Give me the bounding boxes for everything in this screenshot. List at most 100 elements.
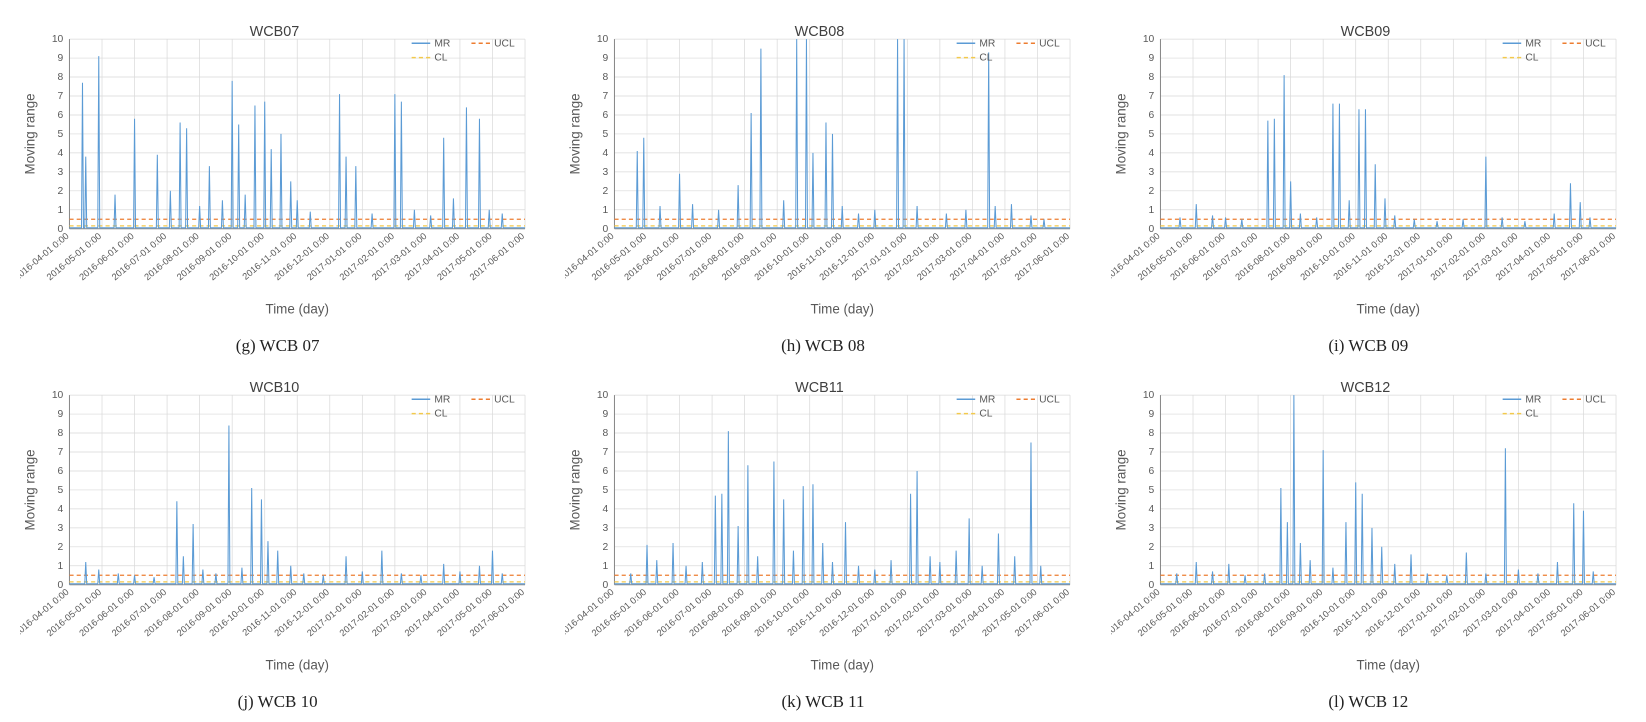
- svg-text:1: 1: [1148, 561, 1154, 572]
- chart-title: WCB07: [250, 24, 300, 40]
- svg-text:2016-12-01 0:00: 2016-12-01 0:00: [818, 587, 877, 638]
- svg-text:2016-09-01 0:00: 2016-09-01 0:00: [175, 231, 234, 282]
- svg-text:2016-05-01 0:00: 2016-05-01 0:00: [1135, 587, 1194, 638]
- y-axis-label: Moving range: [22, 449, 37, 530]
- svg-text:2016-09-01 0:00: 2016-09-01 0:00: [1266, 231, 1325, 282]
- svg-text:2017-03-01 0:00: 2017-03-01 0:00: [1461, 231, 1520, 282]
- svg-text:6: 6: [1148, 110, 1154, 121]
- svg-text:2017-05-01 0:00: 2017-05-01 0:00: [1526, 587, 1585, 638]
- panel-wcb11: 0123456789102016-04-01 0:002016-05-01 0:…: [565, 366, 1080, 712]
- svg-text:2016-09-01 0:00: 2016-09-01 0:00: [720, 231, 779, 282]
- svg-text:2017-02-01 0:00: 2017-02-01 0:00: [338, 587, 397, 638]
- svg-text:2016-12-01 0:00: 2016-12-01 0:00: [273, 231, 332, 282]
- svg-text:3: 3: [603, 523, 609, 534]
- chart-title: WCB10: [250, 380, 300, 396]
- svg-text:2016-06-01 0:00: 2016-06-01 0:00: [623, 587, 682, 638]
- svg-text:2016-06-01 0:00: 2016-06-01 0:00: [1168, 231, 1227, 282]
- svg-text:2017-03-01 0:00: 2017-03-01 0:00: [370, 587, 429, 638]
- svg-text:2017-01-01 0:00: 2017-01-01 0:00: [305, 587, 364, 638]
- svg-text:2017-04-01 0:00: 2017-04-01 0:00: [948, 231, 1007, 282]
- legend-label-cl: CL: [1525, 53, 1538, 64]
- chart-container: 0123456789102016-04-01 0:002016-05-01 0:…: [565, 366, 1080, 686]
- svg-text:2: 2: [1148, 542, 1154, 553]
- svg-text:9: 9: [58, 53, 64, 64]
- svg-text:2017-05-01 0:00: 2017-05-01 0:00: [1526, 231, 1585, 282]
- svg-text:2016-09-01 0:00: 2016-09-01 0:00: [1266, 587, 1325, 638]
- legend-label-cl: CL: [980, 53, 993, 64]
- svg-text:5: 5: [1148, 485, 1154, 496]
- svg-text:7: 7: [1148, 447, 1154, 458]
- svg-text:4: 4: [58, 504, 64, 515]
- svg-text:1: 1: [58, 561, 64, 572]
- svg-text:2017-03-01 0:00: 2017-03-01 0:00: [915, 587, 974, 638]
- svg-text:2016-08-01 0:00: 2016-08-01 0:00: [142, 587, 201, 638]
- svg-text:2016-06-01 0:00: 2016-06-01 0:00: [623, 231, 682, 282]
- svg-text:2017-01-01 0:00: 2017-01-01 0:00: [305, 231, 364, 282]
- svg-text:3: 3: [58, 167, 64, 178]
- svg-text:6: 6: [1148, 466, 1154, 477]
- svg-text:2016-07-01 0:00: 2016-07-01 0:00: [655, 231, 714, 282]
- svg-text:10: 10: [52, 390, 64, 401]
- svg-text:2016-12-01 0:00: 2016-12-01 0:00: [273, 587, 332, 638]
- svg-text:2016-08-01 0:00: 2016-08-01 0:00: [688, 231, 747, 282]
- svg-text:2016-07-01 0:00: 2016-07-01 0:00: [1201, 587, 1260, 638]
- svg-text:2016-10-01 0:00: 2016-10-01 0:00: [753, 231, 812, 282]
- y-axis-label: Moving range: [1113, 449, 1128, 530]
- chart-title: WCB12: [1340, 380, 1390, 396]
- svg-text:2016-10-01 0:00: 2016-10-01 0:00: [207, 587, 266, 638]
- x-axis-label: Time (day): [811, 301, 874, 316]
- svg-text:2017-02-01 0:00: 2017-02-01 0:00: [1428, 231, 1487, 282]
- svg-text:2017-02-01 0:00: 2017-02-01 0:00: [1428, 587, 1487, 638]
- svg-text:6: 6: [603, 466, 609, 477]
- svg-text:2017-01-01 0:00: 2017-01-01 0:00: [850, 231, 909, 282]
- chart-wcb11: 0123456789102016-04-01 0:002016-05-01 0:…: [565, 366, 1080, 686]
- svg-text:7: 7: [603, 91, 609, 102]
- panel-caption: (k) WCB 11: [781, 692, 864, 712]
- panel-wcb07: 0123456789102016-04-01 0:002016-05-01 0:…: [20, 10, 535, 356]
- svg-text:1: 1: [603, 561, 609, 572]
- chart-container: 0123456789102016-04-01 0:002016-05-01 0:…: [20, 10, 535, 330]
- svg-text:2016-07-01 0:00: 2016-07-01 0:00: [110, 587, 169, 638]
- svg-text:2: 2: [58, 186, 64, 197]
- svg-text:2016-05-01 0:00: 2016-05-01 0:00: [45, 587, 104, 638]
- panel-wcb08: 0123456789102016-04-01 0:002016-05-01 0:…: [565, 10, 1080, 356]
- svg-text:2016-12-01 0:00: 2016-12-01 0:00: [818, 231, 877, 282]
- x-axis-label: Time (day): [811, 657, 874, 672]
- svg-text:7: 7: [1148, 91, 1154, 102]
- svg-text:4: 4: [1148, 504, 1154, 515]
- svg-text:8: 8: [603, 428, 609, 439]
- svg-text:2016-07-01 0:00: 2016-07-01 0:00: [655, 587, 714, 638]
- svg-text:2016-07-01 0:00: 2016-07-01 0:00: [110, 231, 169, 282]
- svg-text:9: 9: [603, 409, 609, 420]
- svg-text:8: 8: [1148, 428, 1154, 439]
- legend-label-ucl: UCL: [1039, 394, 1060, 405]
- svg-text:6: 6: [603, 110, 609, 121]
- svg-text:2016-10-01 0:00: 2016-10-01 0:00: [753, 587, 812, 638]
- svg-text:2016-05-01 0:00: 2016-05-01 0:00: [45, 231, 104, 282]
- svg-text:2016-08-01 0:00: 2016-08-01 0:00: [1233, 587, 1292, 638]
- svg-text:2016-06-01 0:00: 2016-06-01 0:00: [77, 231, 136, 282]
- svg-text:10: 10: [1142, 390, 1154, 401]
- svg-text:2016-06-01 0:00: 2016-06-01 0:00: [77, 587, 136, 638]
- svg-text:2017-06-01 0:00: 2017-06-01 0:00: [1013, 231, 1072, 282]
- svg-text:2: 2: [58, 542, 64, 553]
- legend-label-mr: MR: [1525, 38, 1541, 49]
- panel-caption: (j) WCB 10: [238, 692, 318, 712]
- svg-text:2017-05-01 0:00: 2017-05-01 0:00: [981, 587, 1040, 638]
- svg-text:5: 5: [1148, 129, 1154, 140]
- svg-text:2017-02-01 0:00: 2017-02-01 0:00: [883, 231, 942, 282]
- svg-text:2016-08-01 0:00: 2016-08-01 0:00: [142, 231, 201, 282]
- svg-text:5: 5: [58, 485, 64, 496]
- legend-label-cl: CL: [1525, 409, 1538, 420]
- svg-text:2017-03-01 0:00: 2017-03-01 0:00: [370, 231, 429, 282]
- svg-text:2017-05-01 0:00: 2017-05-01 0:00: [435, 587, 494, 638]
- x-axis-label: Time (day): [266, 301, 329, 316]
- svg-text:4: 4: [1148, 148, 1154, 159]
- svg-text:2017-01-01 0:00: 2017-01-01 0:00: [850, 587, 909, 638]
- svg-text:2016-12-01 0:00: 2016-12-01 0:00: [1363, 231, 1422, 282]
- svg-text:4: 4: [603, 148, 609, 159]
- legend-label-cl: CL: [434, 409, 447, 420]
- panel-caption: (h) WCB 08: [781, 336, 865, 356]
- svg-text:2016-08-01 0:00: 2016-08-01 0:00: [1233, 231, 1292, 282]
- svg-text:2017-06-01 0:00: 2017-06-01 0:00: [1013, 587, 1072, 638]
